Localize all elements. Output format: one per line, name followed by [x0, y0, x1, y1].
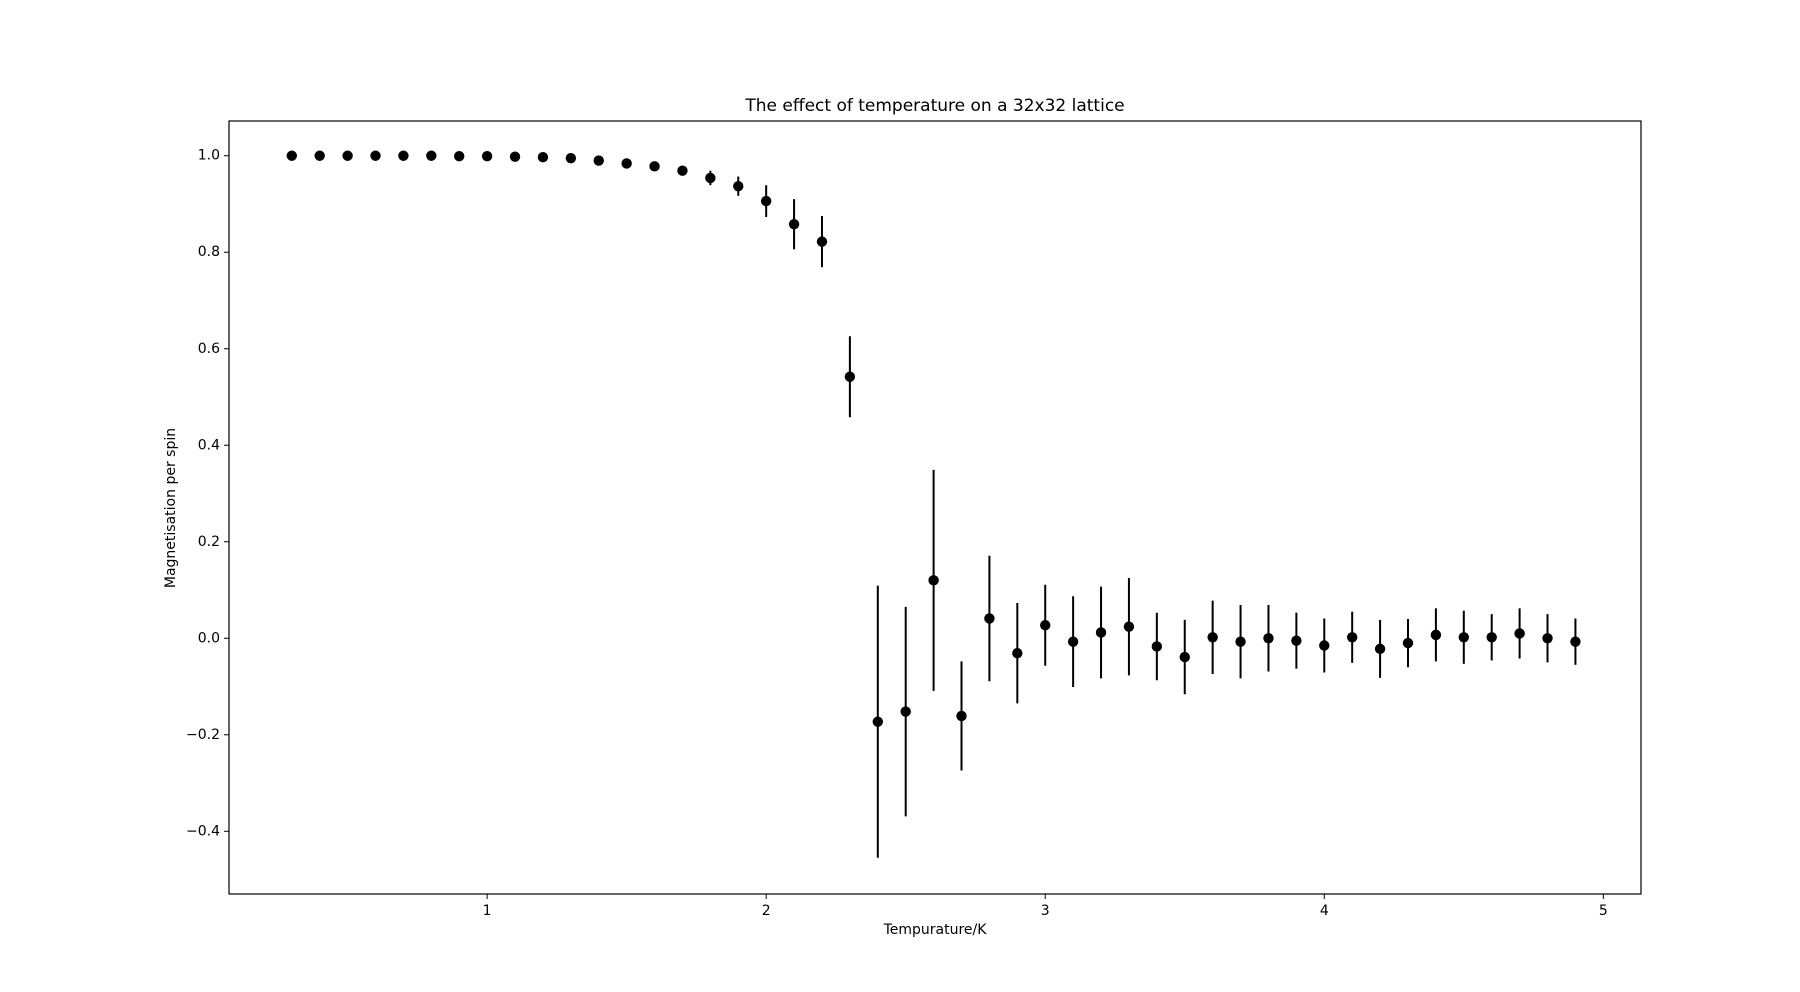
data-point	[760, 195, 772, 207]
data-point	[1458, 632, 1470, 643]
y-tick-label: −0.4	[186, 823, 220, 839]
data-point	[1430, 629, 1442, 641]
data-point	[286, 150, 297, 161]
data-point	[593, 155, 604, 166]
chart-title: The effect of temperature on a 32x32 lat…	[744, 96, 1124, 116]
x-tick-label: 2	[762, 903, 771, 919]
x-tick-label: 3	[1041, 903, 1050, 919]
x-tick-label: 4	[1320, 903, 1329, 919]
data-point	[454, 151, 465, 162]
y-tick-label: 0.8	[198, 244, 220, 260]
y-tick-label: 0.0	[198, 630, 220, 646]
data-point	[1542, 633, 1553, 644]
data-point	[1040, 620, 1051, 631]
data-point	[872, 716, 883, 727]
data-point	[1207, 632, 1218, 643]
data-point	[1346, 632, 1358, 643]
data-point	[537, 151, 549, 163]
y-tick-label: −0.2	[186, 727, 220, 743]
data-point	[621, 158, 632, 169]
data-point	[481, 151, 493, 162]
data-point	[1291, 635, 1302, 646]
data-point	[398, 150, 409, 161]
data-point	[1374, 643, 1386, 655]
data-point	[426, 150, 437, 161]
data-point	[314, 150, 325, 161]
data-point	[1095, 627, 1107, 638]
data-point	[705, 172, 716, 184]
data-point	[1151, 641, 1163, 652]
data-point	[1570, 636, 1581, 647]
data-point	[900, 706, 911, 717]
data-point	[1486, 632, 1497, 643]
data-point	[1514, 628, 1525, 639]
data-point	[1263, 633, 1274, 644]
data-point	[788, 219, 800, 230]
data-point	[816, 236, 828, 247]
y-tick-label: 0.2	[198, 534, 220, 550]
data-point	[509, 151, 521, 162]
data-point	[956, 710, 967, 722]
data-point	[565, 152, 577, 164]
data-point	[733, 180, 744, 192]
data-point	[928, 575, 939, 586]
data-point	[1067, 636, 1079, 647]
x-axis-label: Tempurature/K	[883, 922, 988, 938]
y-tick-label: 0.4	[198, 437, 220, 453]
data-point	[342, 150, 353, 161]
data-point	[1319, 640, 1330, 651]
data-point	[649, 161, 660, 172]
y-tick-label: 1.0	[198, 148, 220, 164]
data-point	[677, 165, 688, 176]
x-tick-label: 5	[1599, 903, 1608, 919]
data-point	[1235, 636, 1246, 647]
data-point	[1012, 648, 1023, 659]
y-tick-label: 0.6	[198, 341, 220, 357]
data-point	[844, 371, 856, 382]
y-axis-label: Magnetisation per spin	[163, 428, 179, 588]
data-point	[984, 613, 995, 624]
data-point	[1402, 637, 1414, 649]
plot-frame	[228, 120, 1642, 895]
data-point	[370, 150, 381, 161]
data-point	[1179, 651, 1190, 663]
data-point	[1123, 621, 1135, 632]
x-tick-label: 1	[483, 903, 492, 919]
